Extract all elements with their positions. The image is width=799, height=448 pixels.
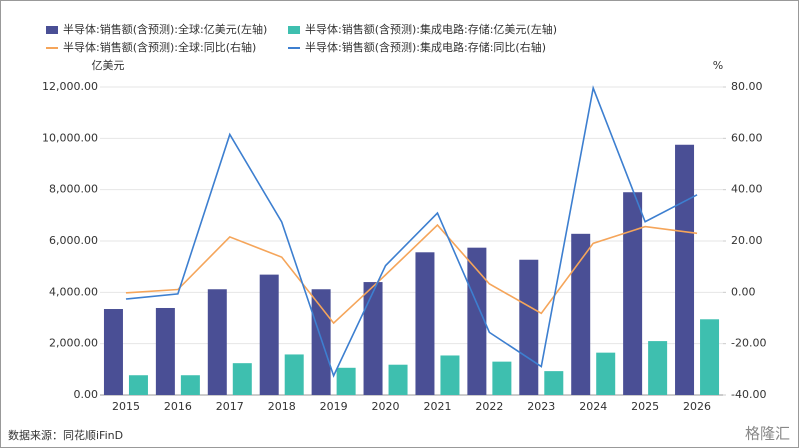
bar xyxy=(336,367,356,395)
y-tick-label: 2,000.00 xyxy=(49,337,98,350)
bar xyxy=(415,252,435,395)
source: 数据来源：同花顺iFinD xyxy=(8,428,123,442)
x-tick-label: 2020 xyxy=(372,400,400,413)
x-tick-label: 2026 xyxy=(683,400,711,413)
y2-tick-label: -20.00 xyxy=(731,337,766,350)
legend-swatch xyxy=(288,26,300,34)
bar xyxy=(311,289,331,395)
legend-swatch xyxy=(46,26,58,34)
y2-tick-label: 80.00 xyxy=(731,80,763,93)
x-tick-label: 2016 xyxy=(164,400,192,413)
y2-tick-label: 60.00 xyxy=(731,131,763,144)
x-tick-label: 2017 xyxy=(216,400,244,413)
y2-tick-label: -40.00 xyxy=(731,388,766,401)
bar xyxy=(571,233,591,395)
y-tick-label: 4,000.00 xyxy=(49,285,98,298)
bar xyxy=(544,371,564,395)
line xyxy=(125,85,698,378)
y2-unit: % xyxy=(713,59,723,72)
x-tick-label: 2024 xyxy=(579,400,607,413)
bar xyxy=(492,361,512,395)
bar xyxy=(128,375,148,395)
bar xyxy=(155,307,175,395)
y-unit: 亿美元 xyxy=(92,59,125,72)
bar xyxy=(103,309,123,395)
legend-label: 半导体:销售额(含预测):全球:亿美元(左轴) xyxy=(63,22,267,36)
y-tick-label: 6,000.00 xyxy=(49,234,98,247)
x-tick-label: 2018 xyxy=(268,400,296,413)
y-tick-label: 12,000.00 xyxy=(42,80,98,93)
bar xyxy=(648,341,668,395)
legend-label: 半导体:销售额(含预测):全球:同比(右轴) xyxy=(63,40,256,54)
bar xyxy=(467,247,487,395)
bar xyxy=(623,192,643,395)
bar xyxy=(180,375,200,395)
x-tick-label: 2022 xyxy=(475,400,503,413)
line xyxy=(125,223,698,325)
bar xyxy=(596,352,616,395)
bar xyxy=(232,363,252,395)
bar xyxy=(700,319,720,395)
x-tick-label: 2015 xyxy=(112,400,140,413)
watermark: 格隆汇 xyxy=(745,425,790,443)
bar xyxy=(440,355,460,395)
y-tick-label: 10,000.00 xyxy=(42,131,98,144)
legend-label: 半导体:销售额(含预测):集成电路:存储:亿美元(左轴) xyxy=(305,22,557,36)
x-tick-label: 2019 xyxy=(320,400,348,413)
legend-label: 半导体:销售额(含预测):集成电路:存储:同比(右轴) xyxy=(305,40,546,54)
bar xyxy=(207,289,227,395)
bar xyxy=(259,274,279,395)
y-tick-label: 8,000.00 xyxy=(49,183,98,196)
bar xyxy=(519,259,539,395)
x-tick-label: 2023 xyxy=(527,400,555,413)
x-tick-label: 2021 xyxy=(423,400,451,413)
y-tick-label: 0.00 xyxy=(74,388,99,401)
bar xyxy=(363,282,383,395)
y2-tick-label: 0.00 xyxy=(731,285,756,298)
x-tick-label: 2025 xyxy=(631,400,659,413)
bar xyxy=(388,364,408,395)
y2-tick-label: 40.00 xyxy=(731,183,763,196)
y2-tick-label: 20.00 xyxy=(731,234,763,247)
bar xyxy=(284,354,304,395)
bar xyxy=(675,144,695,395)
